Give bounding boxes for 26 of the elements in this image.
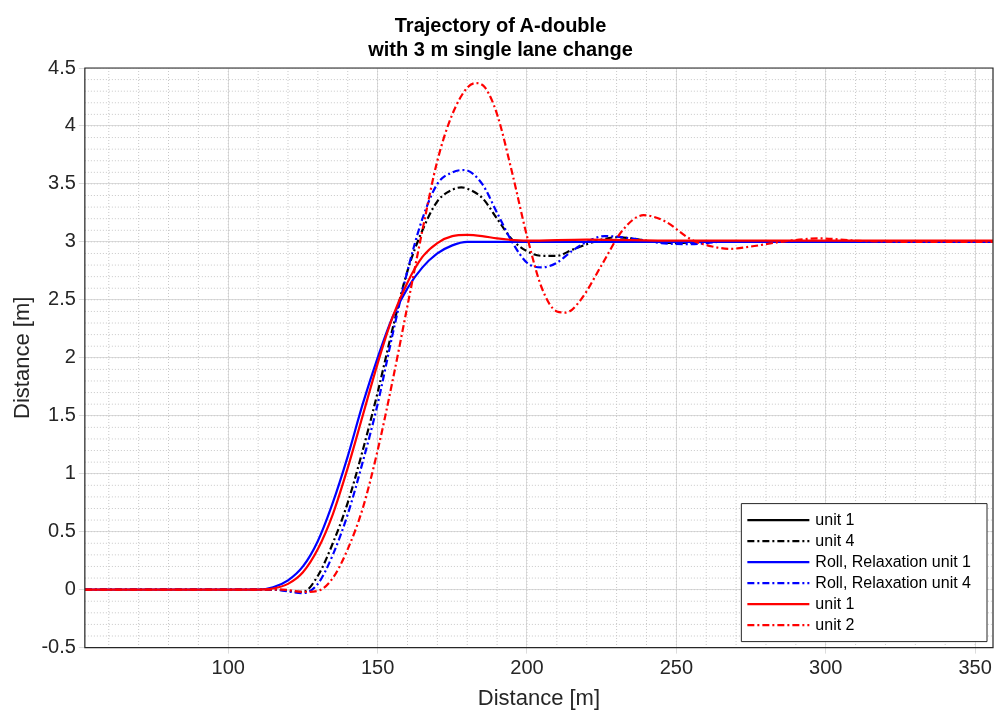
y-tick-label: 3	[64, 229, 76, 252]
y-axis-title: Distance [m]	[9, 296, 35, 419]
y-tick-label: 1	[64, 461, 76, 484]
x-tick-label: 300	[809, 656, 843, 679]
x-tick-label: 100	[211, 656, 245, 679]
y-tick-label: 0	[64, 577, 76, 600]
y-tick-label: 2.5	[48, 287, 76, 310]
legend-label: unit 4	[815, 531, 855, 549]
x-tick-label: 200	[510, 656, 544, 679]
legend-label: unit 1	[815, 510, 855, 528]
y-tick-label: 2	[64, 345, 76, 368]
x-tick-label: 250	[659, 656, 694, 679]
y-tick-label: 4	[64, 113, 76, 136]
y-tick-label: 1.5	[48, 403, 76, 426]
x-tick-label: 150	[360, 656, 395, 679]
legend-label: Roll, Relaxation unit 4	[815, 573, 972, 591]
legend-label: unit 1	[815, 594, 855, 612]
x-axis-title: Distance [m]	[477, 684, 601, 710]
y-tick-label: 0.5	[48, 519, 76, 542]
legend-label: unit 2	[815, 615, 855, 633]
legend-label: Roll, Relaxation unit 1	[815, 552, 972, 570]
x-tick-label: 350	[958, 656, 992, 679]
y-tick-label: 4.5	[48, 55, 76, 78]
chart-title: Trajectory of A-double with 3 m single lane change	[367, 13, 633, 60]
y-tick-label: -0.5	[41, 635, 76, 658]
y-tick-label: 3.5	[48, 171, 76, 194]
